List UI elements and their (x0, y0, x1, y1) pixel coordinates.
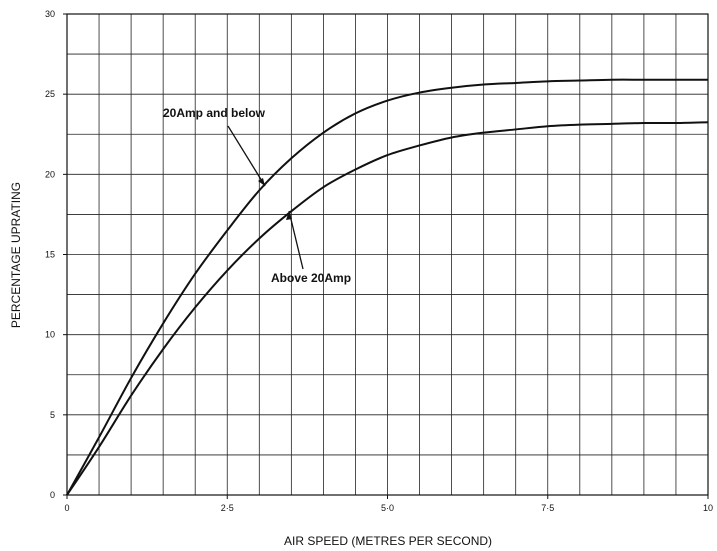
y-tick-label: 20 (45, 169, 55, 179)
x-axis-ticks: 0 2·5 5·0 7·5 10 (64, 495, 713, 513)
y-axis-label: PERCENTAGE UPRATING (9, 182, 23, 328)
annotation-arrowhead-above-20amp (286, 211, 292, 220)
x-tick-label: 10 (703, 503, 713, 513)
series-line-0 (66, 78, 708, 496)
y-tick-label: 25 (45, 89, 55, 99)
grid (67, 14, 708, 495)
y-tick-label: 10 (45, 330, 55, 340)
y-tick-label: 0 (50, 490, 55, 500)
x-axis-label: AIR SPEED (METRES PER SECOND) (284, 534, 492, 548)
annotation-arrow-20amp-and-below (227, 125, 266, 187)
x-tick-label: 5·0 (381, 503, 394, 513)
annotation-arrowhead-20amp-and-below (258, 178, 265, 186)
annotation-20amp-and-below: 20Amp and below (163, 106, 266, 120)
y-tick-label: 5 (50, 410, 55, 420)
x-tick-label: 0 (64, 503, 69, 513)
y-axis-ticks: 0 5 10 15 20 25 30 (45, 9, 67, 500)
y-tick-label: 15 (45, 250, 55, 260)
x-tick-label: 2·5 (221, 503, 234, 513)
x-tick-label: 7·5 (541, 503, 554, 513)
y-tick-label: 30 (45, 9, 55, 19)
annotation-above-20amp: Above 20Amp (271, 271, 351, 285)
annotation-arrow-above-20amp (288, 210, 304, 270)
series-line-1 (66, 121, 709, 496)
series-lines (66, 78, 709, 496)
